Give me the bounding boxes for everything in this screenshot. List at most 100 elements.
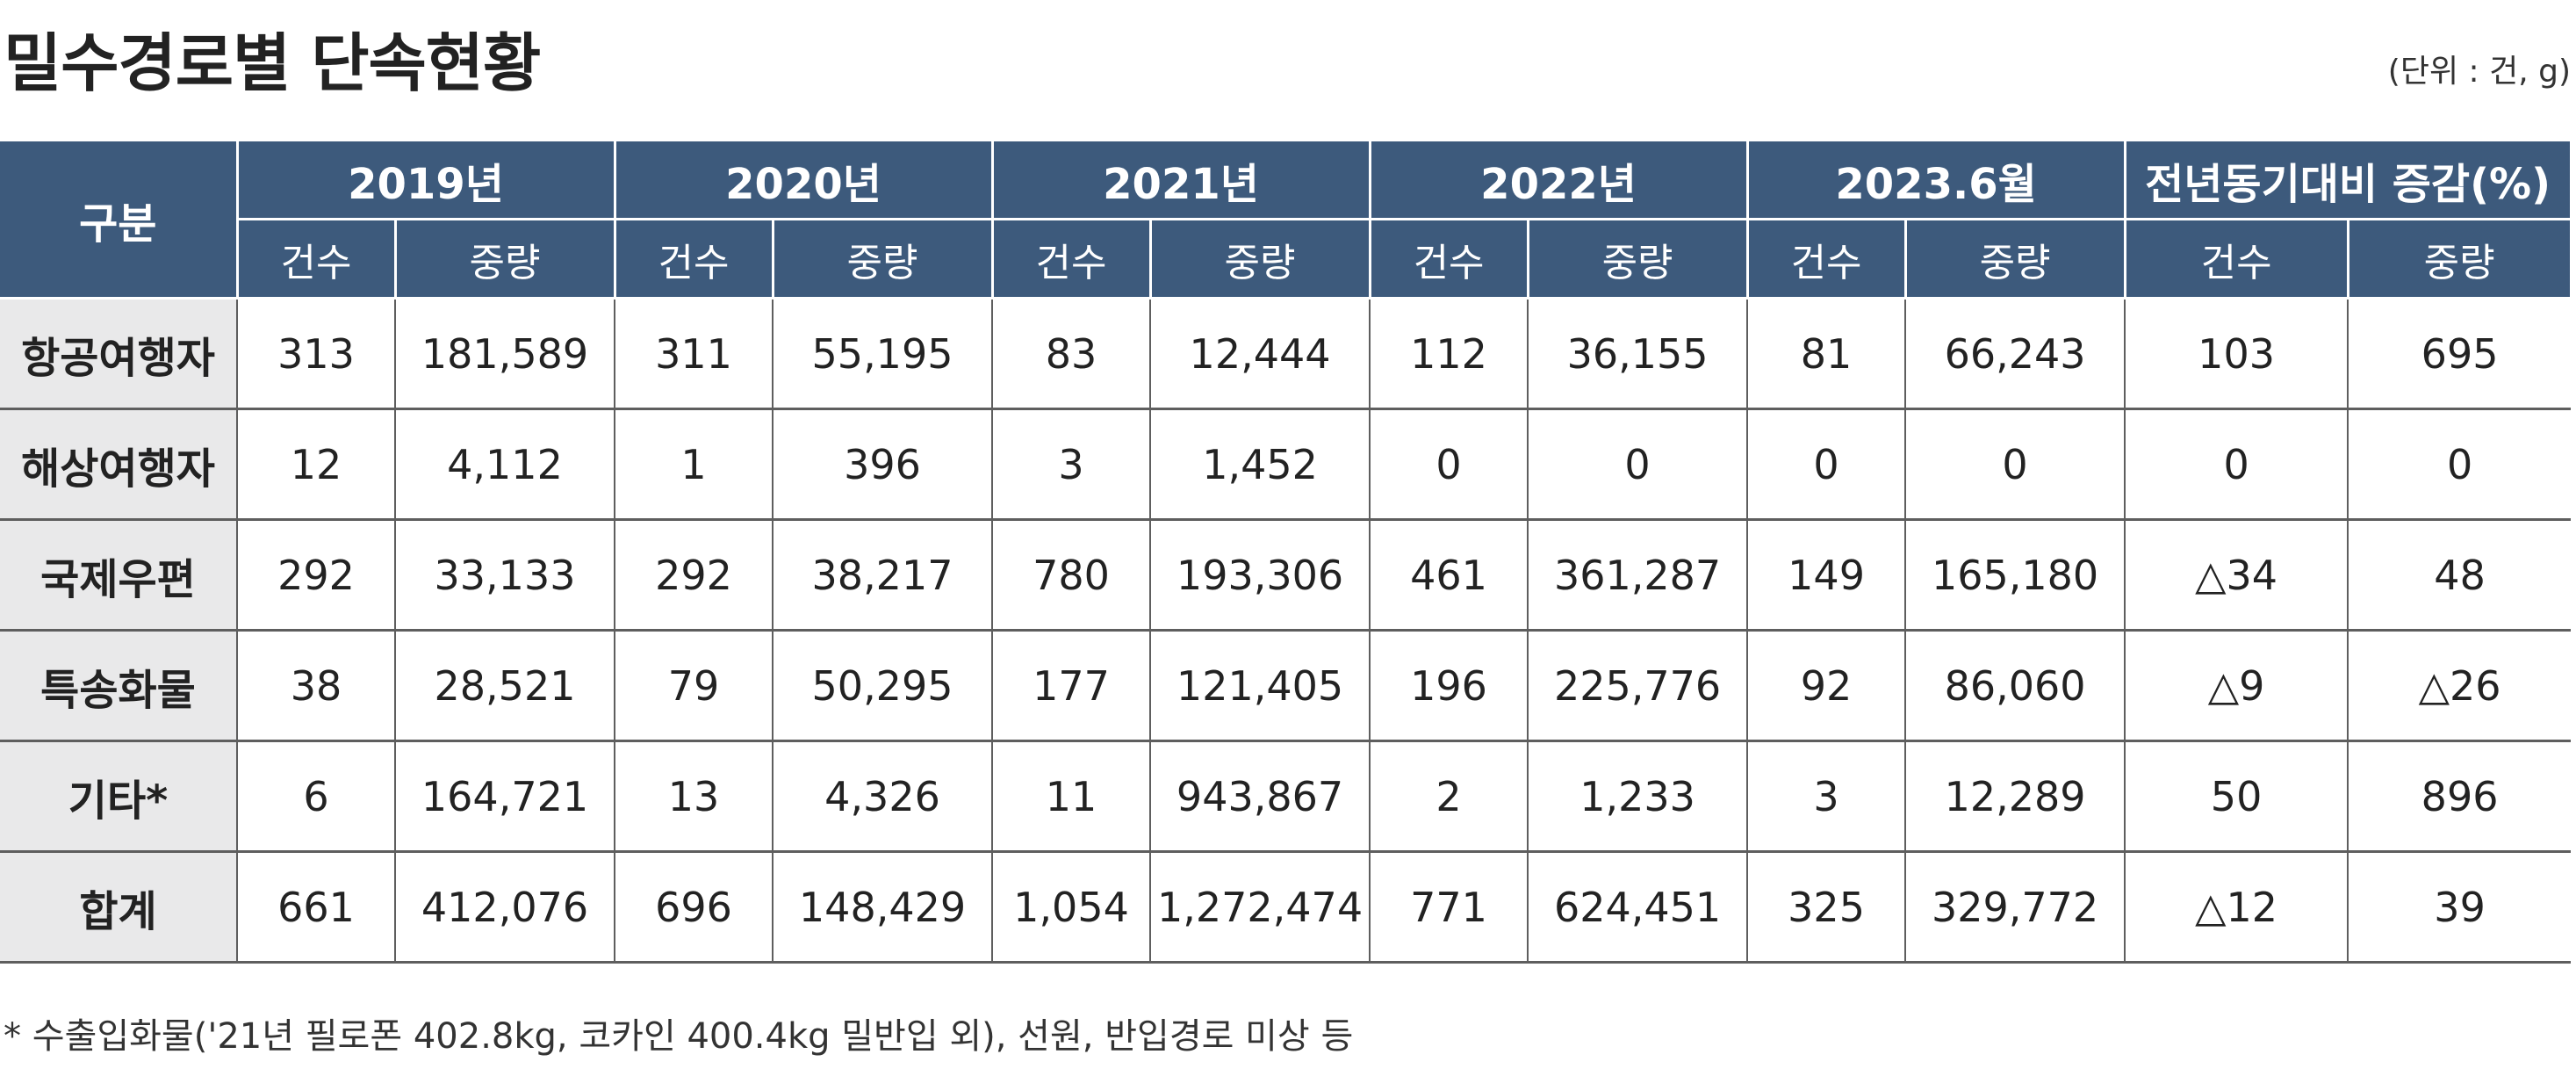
table-cell: 38 — [236, 629, 396, 742]
table-cell: 66,243 — [1904, 297, 2126, 410]
table-cell: 3 — [1746, 740, 1907, 853]
table-cell: 4,326 — [772, 740, 994, 853]
table-cell: 1,233 — [1527, 740, 1749, 853]
header-count: 건수 — [1745, 218, 1907, 300]
table-cell: 0 — [1746, 408, 1907, 521]
table-row: 특송화물 38 28,521 79 50,295 177 121,405 196… — [0, 629, 2572, 742]
table-cell: 79 — [614, 629, 774, 742]
table-cell: △26 — [2347, 629, 2572, 742]
header-period: 2023.6월 — [1745, 139, 2126, 220]
table-cell: 461 — [1369, 518, 1529, 632]
table-cell: 12,444 — [1149, 297, 1371, 410]
table-cell: 396 — [772, 408, 994, 521]
table-cell: 771 — [1369, 850, 1529, 964]
header-count: 건수 — [613, 218, 774, 300]
table-cell: 86,060 — [1904, 629, 2126, 742]
table-cell: 50 — [2124, 740, 2349, 853]
table-cell: 0 — [2347, 408, 2572, 521]
unit-label: (단위 : 건, g) — [2387, 54, 2571, 90]
table-cell: 225,776 — [1527, 629, 1749, 742]
table-cell: 361,287 — [1527, 518, 1749, 632]
table-row: 항공여행자 313 181,589 311 55,195 83 12,444 1… — [0, 297, 2572, 410]
header-weight: 중량 — [2346, 218, 2572, 300]
header-period: 2021년 — [990, 139, 1371, 220]
row-label: 합계 — [0, 850, 238, 964]
row-label: 국제우편 — [0, 518, 238, 632]
table-cell: 1,452 — [1149, 408, 1371, 521]
table-cell: 0 — [2124, 408, 2349, 521]
table-cell: 4,112 — [393, 408, 616, 521]
header-row-periods: 구분 2019년 2020년 2021년 2022년 2023.6월 전년동기대… — [0, 139, 2572, 300]
header-period: 2022년 — [1368, 139, 1749, 220]
table-cell: 780 — [991, 518, 1152, 632]
table-row: 기타* 6 164,721 13 4,326 11 943,867 2 1,23… — [0, 740, 2572, 853]
header-period-yoy: 전년동기대비 증감(%) — [2123, 139, 2572, 220]
header-count: 건수 — [990, 218, 1152, 300]
table-cell: 624,451 — [1527, 850, 1749, 964]
table-cell: 0 — [1369, 408, 1529, 521]
table-cell: 92 — [1746, 629, 1907, 742]
table-cell: 943,867 — [1149, 740, 1371, 853]
table-cell: 33,133 — [393, 518, 616, 632]
table-cell: 165,180 — [1904, 518, 2126, 632]
table-cell: 0 — [1904, 408, 2126, 521]
table-cell: 3 — [991, 408, 1152, 521]
table-cell: 83 — [991, 297, 1152, 410]
table-cell: 12 — [236, 408, 396, 521]
table-cell: 121,405 — [1149, 629, 1371, 742]
header-period: 2020년 — [613, 139, 994, 220]
header-count: 건수 — [1368, 218, 1529, 300]
table-cell: 6 — [236, 740, 396, 853]
table-cell: 329,772 — [1904, 850, 2126, 964]
table-cell: 696 — [614, 850, 774, 964]
table-cell: 0 — [1527, 408, 1749, 521]
row-label: 해상여행자 — [0, 408, 238, 521]
header-weight: 중량 — [1148, 218, 1371, 300]
table-cell: 1,272,474 — [1149, 850, 1371, 964]
row-label: 항공여행자 — [0, 297, 238, 410]
table-cell: 412,076 — [393, 850, 616, 964]
table-cell: 12,289 — [1904, 740, 2126, 853]
header-row-measures: 건수 중량 건수 중량 건수 중량 건수 중량 건수 중량 건수 중량 — [0, 218, 2572, 300]
footnote: * 수출입화물('21년 필로폰 402.8kg, 코카인 400.4kg 밀반… — [4, 1016, 1354, 1057]
table-cell: 103 — [2124, 297, 2349, 410]
row-label: 기타* — [0, 740, 238, 853]
header-period: 2019년 — [235, 139, 616, 220]
table-cell: 292 — [614, 518, 774, 632]
table-cell: 2 — [1369, 740, 1529, 853]
table-cell: 11 — [991, 740, 1152, 853]
table-cell: △12 — [2124, 850, 2349, 964]
table-cell: 313 — [236, 297, 396, 410]
table-cell: △9 — [2124, 629, 2349, 742]
table-cell: 193,306 — [1149, 518, 1371, 632]
table-cell: 81 — [1746, 297, 1907, 410]
table-cell: 55,195 — [772, 297, 994, 410]
row-label: 특송화물 — [0, 629, 238, 742]
table-cell: 112 — [1369, 297, 1529, 410]
table-cell: 48 — [2347, 518, 2572, 632]
table-cell: 896 — [2347, 740, 2572, 853]
header-count: 건수 — [235, 218, 397, 300]
table-cell: 13 — [614, 740, 774, 853]
page-title: 밀수경로별 단속현황 — [4, 26, 541, 100]
header-weight: 중량 — [1903, 218, 2126, 300]
table-cell: △34 — [2124, 518, 2349, 632]
table-cell: 695 — [2347, 297, 2572, 410]
header-weight: 중량 — [1526, 218, 1749, 300]
table-cell: 39 — [2347, 850, 2572, 964]
table-cell: 196 — [1369, 629, 1529, 742]
table-cell: 38,217 — [772, 518, 994, 632]
table-cell: 177 — [991, 629, 1152, 742]
header-weight: 중량 — [393, 218, 616, 300]
header-count: 건수 — [2123, 218, 2349, 300]
table-cell: 181,589 — [393, 297, 616, 410]
table-row-total: 합계 661 412,076 696 148,429 1,054 1,272,4… — [0, 850, 2572, 964]
table-cell: 661 — [236, 850, 396, 964]
header-category: 구분 — [0, 139, 239, 300]
table-cell: 50,295 — [772, 629, 994, 742]
table-cell: 292 — [236, 518, 396, 632]
header-weight: 중량 — [771, 218, 994, 300]
seizure-table: 구분 2019년 2020년 2021년 2022년 2023.6월 전년동기대… — [0, 139, 2572, 964]
table-row: 해상여행자 12 4,112 1 396 3 1,452 0 0 0 0 0 0 — [0, 408, 2572, 521]
table-cell: 148,429 — [772, 850, 994, 964]
